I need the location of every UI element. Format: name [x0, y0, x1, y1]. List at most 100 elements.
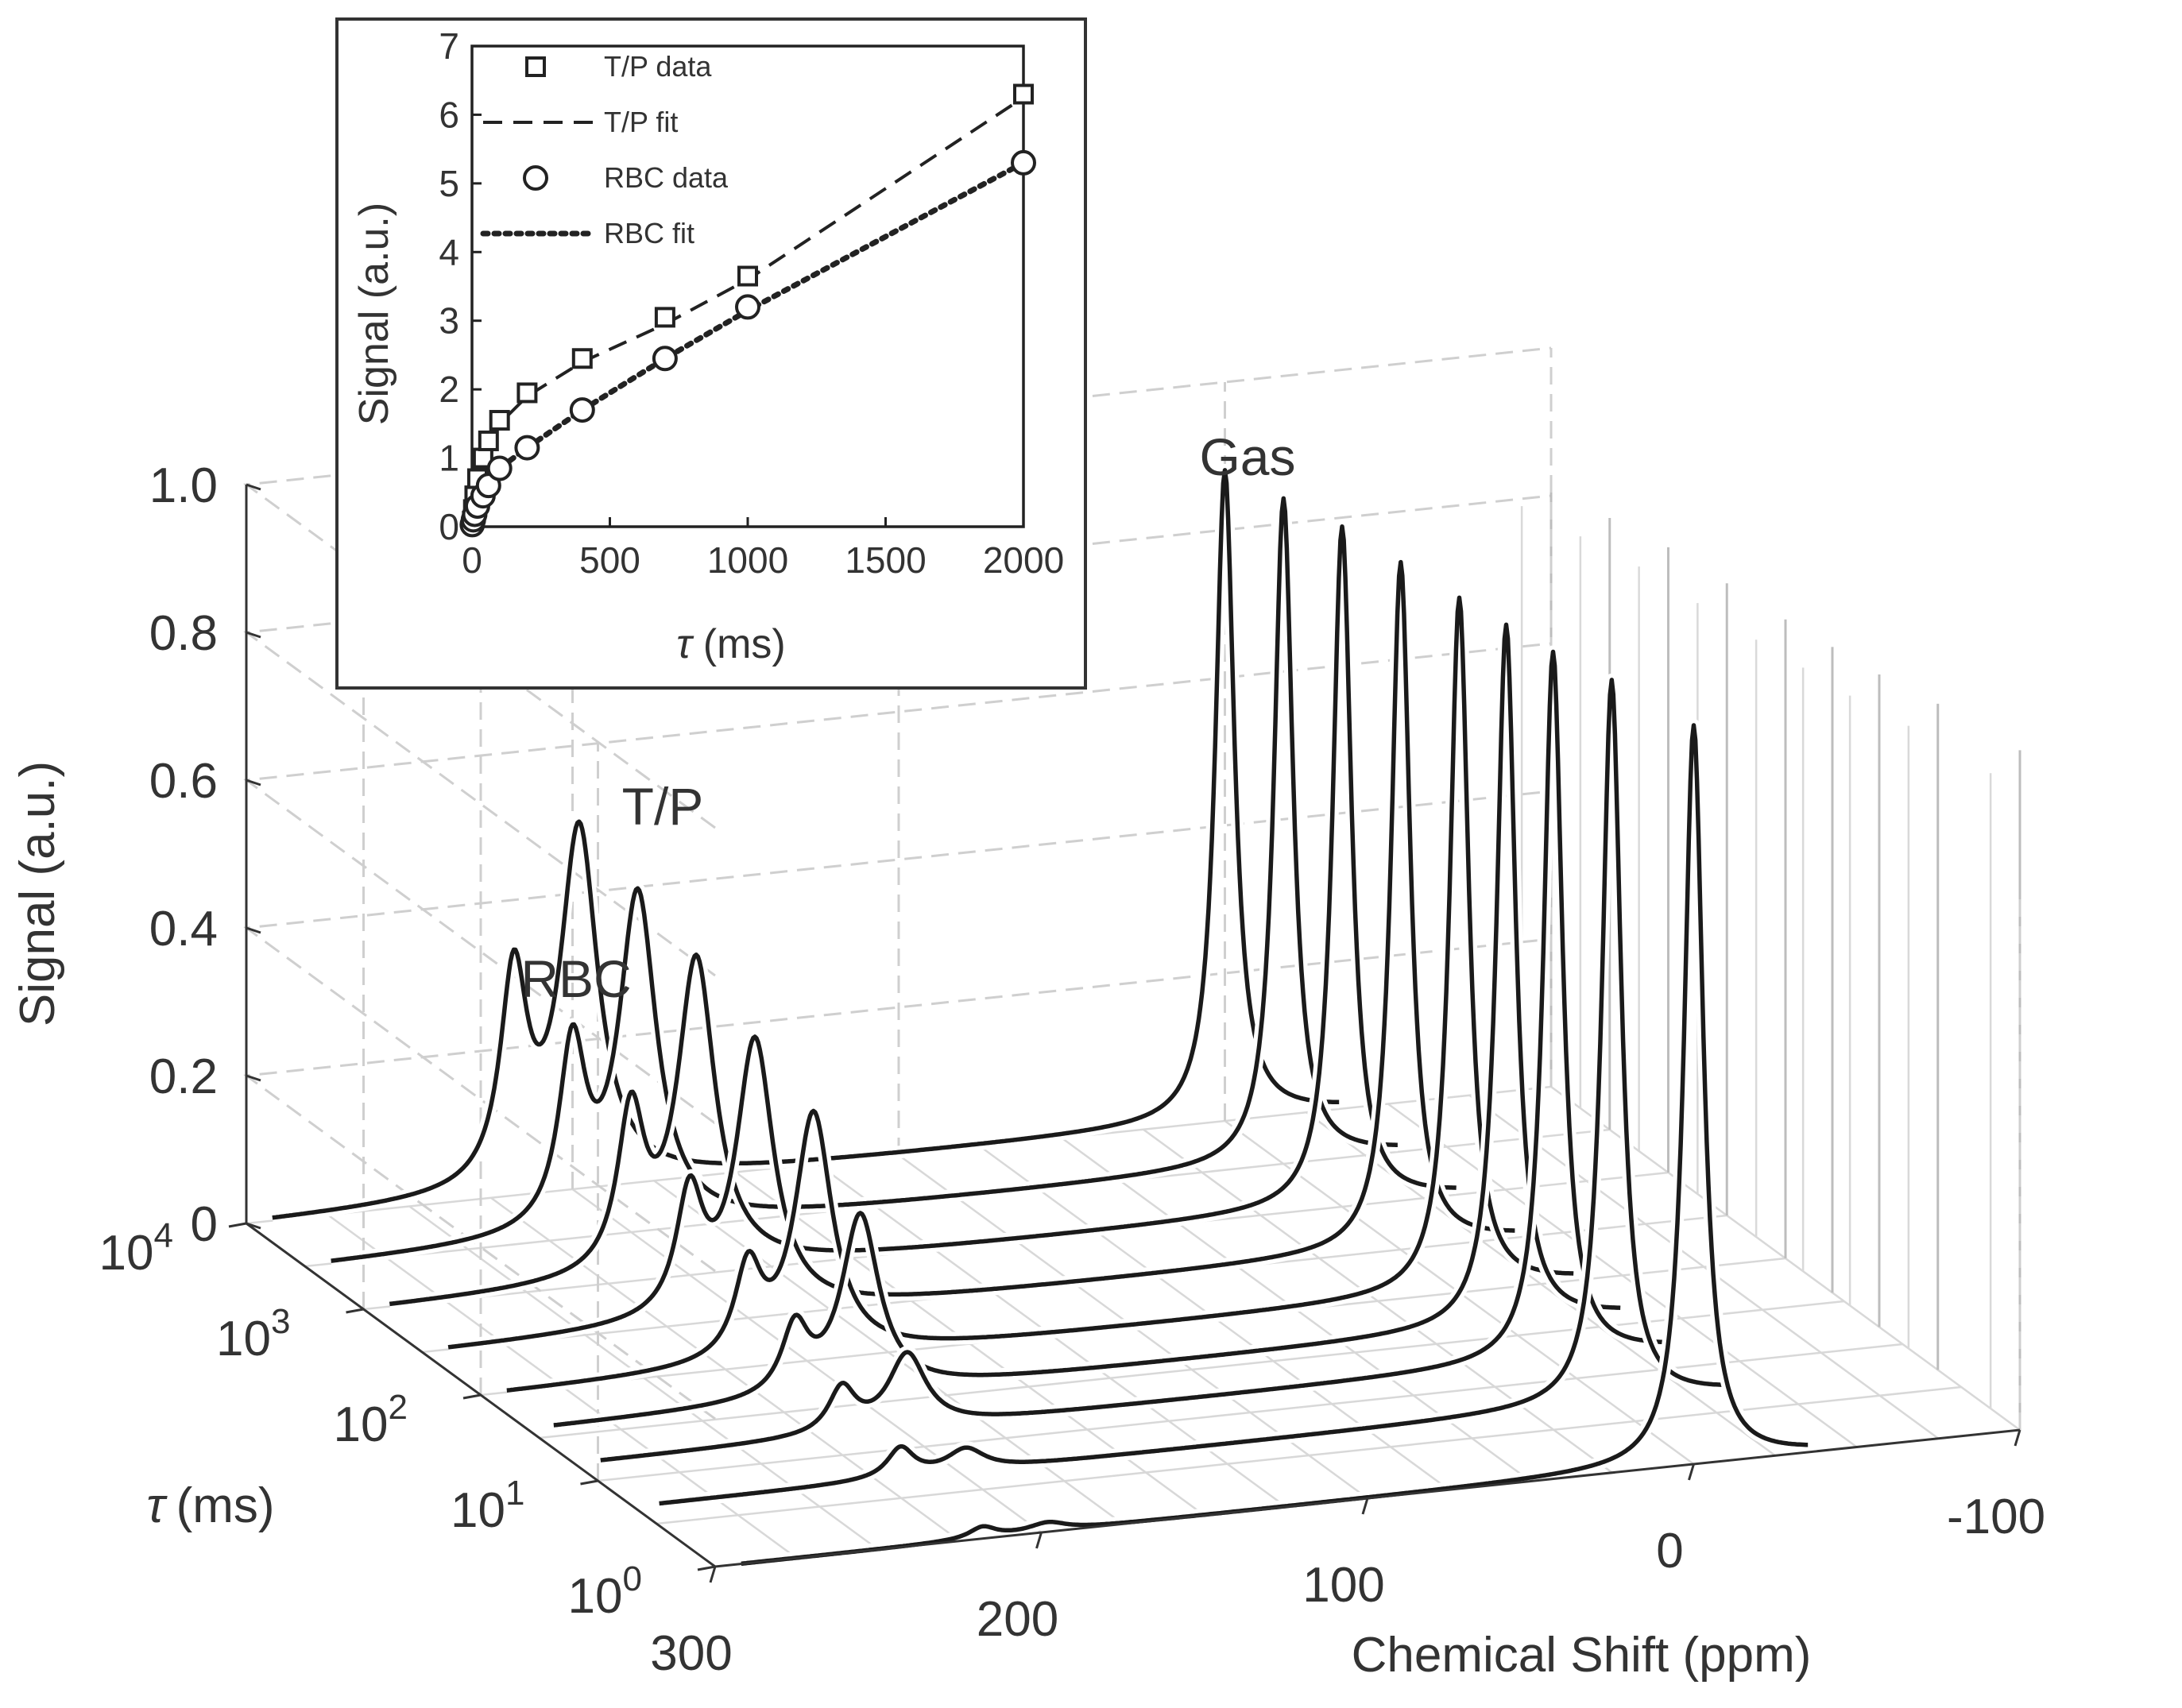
peak-label-gas: Gas [1199, 427, 1295, 486]
x-tick [1361, 1497, 1369, 1515]
x-tick-label: 0 [1656, 1524, 1683, 1579]
inset-frame [335, 17, 1087, 690]
legend-marker [525, 56, 546, 77]
y-tick [462, 1393, 482, 1400]
z-axis-label: Signal (a.u.) [10, 761, 65, 1026]
waterfall-chart: 00.20.40.60.81.03002001000-1001001011021… [10, 346, 2046, 1683]
x-tick-label: 200 [977, 1592, 1058, 1647]
peak-label-rbc: RBC [520, 949, 631, 1008]
tp-data-point [654, 307, 675, 328]
legend-label: RBC fit [604, 217, 694, 249]
y-tick-label: 102 [334, 1388, 408, 1452]
z-tick [246, 1074, 261, 1082]
x-tick-label: 300 [650, 1626, 732, 1681]
z-tick [246, 926, 261, 934]
back-walls [242, 346, 2021, 1481]
y-tick-base: 10 [568, 1569, 623, 1624]
inset-x-tick-label: 2000 [983, 539, 1064, 581]
inset-legend: T/P data T/P fit RBC data RBC fit [480, 50, 729, 249]
tp-data-point [737, 265, 758, 287]
inset-x-tick-label: 1500 [845, 539, 926, 581]
legend-marker [523, 165, 548, 191]
z-tick-label: 0.6 [149, 754, 218, 809]
y-axis-label: τ (ms) [146, 1478, 274, 1533]
floor-grid-line [656, 1385, 1962, 1525]
inset-y-tick-label: 0 [439, 506, 459, 547]
y-tick [346, 1308, 364, 1314]
tp-data-point [516, 382, 538, 404]
rbc-data-point [735, 294, 760, 320]
y-tick-exponent: 3 [271, 1302, 290, 1341]
x-axis-label: Chemical Shift (ppm) [1352, 1628, 1812, 1683]
spectrum-line [447, 559, 1516, 1350]
y-axis-label-symbol: τ [146, 1478, 168, 1533]
inset-y-tick-label: 3 [439, 300, 459, 342]
x-tick [1688, 1463, 1695, 1481]
spectrum-line [553, 622, 1621, 1428]
tp-data-point [571, 348, 593, 369]
x-tick-label: 100 [1302, 1558, 1384, 1613]
y-tick-label: 101 [451, 1474, 524, 1538]
y-tick-base: 10 [99, 1226, 154, 1281]
y-tick-exponent: 4 [154, 1216, 173, 1255]
z-tick-label: 1.0 [149, 458, 218, 513]
x-tick [709, 1566, 717, 1583]
z-tick [246, 1222, 261, 1230]
y-tick-label: 103 [216, 1302, 290, 1366]
inset-y-tick-label: 1 [439, 438, 459, 479]
legend-label: RBC data [604, 161, 729, 194]
inset-y-tick-label: 7 [439, 25, 459, 67]
z-tick-label: 0.4 [149, 902, 218, 956]
y-tick-label: 104 [99, 1216, 173, 1281]
x-tick [1035, 1532, 1043, 1549]
inset-x-tick-label: 500 [579, 539, 640, 581]
inset-y-tick-label: 6 [439, 94, 459, 135]
z-tick-label: 0 [191, 1197, 218, 1252]
inset-x-tick-label: 0 [462, 539, 482, 581]
y-tick [580, 1479, 598, 1486]
y-tick-base: 10 [334, 1397, 389, 1452]
inset-x-axis-label-symbol: τ [676, 621, 694, 667]
y-tick-label: 100 [568, 1559, 642, 1624]
spectrum-line [389, 524, 1457, 1307]
y-axis-label-unit: (ms) [176, 1478, 275, 1533]
inset-x-axis-label-unit: (ms) [703, 621, 786, 667]
y-tick-base: 10 [216, 1312, 271, 1366]
legend-label: T/P data [604, 50, 712, 83]
z-tick [246, 631, 261, 639]
inset-chart: 0 500 1000 1500 2000 0 1 2 3 4 5 6 7 T/P data T/P fit… [335, 17, 1087, 690]
rbc-data-point [486, 455, 513, 481]
rbc-data-point [652, 346, 678, 372]
y-tick [697, 1565, 716, 1571]
z-tick-label: 0.8 [149, 606, 218, 661]
inset-y-tick-label: 4 [439, 231, 459, 272]
x-tick [2014, 1429, 2021, 1447]
tp-data-point [478, 430, 499, 451]
inset-x-tick-label: 1000 [707, 539, 788, 581]
y-tick-base: 10 [451, 1483, 505, 1538]
tp-data-point [1013, 83, 1034, 105]
spectrum-line [330, 496, 1399, 1263]
inset-x-axis-label: τ (ms) [676, 621, 785, 667]
y-tick-exponent: 1 [505, 1474, 524, 1513]
y-tick-exponent: 2 [389, 1388, 408, 1427]
tp-data-point [489, 410, 510, 431]
inset-y-axis-label: Signal (a.u.) [351, 203, 397, 425]
y-tick-exponent: 0 [623, 1559, 642, 1598]
spectrum-line [658, 678, 1727, 1506]
spectra-traces [267, 463, 1813, 1571]
z-tick [246, 483, 261, 491]
floor-grid-line [598, 1343, 1903, 1482]
y-tick [228, 1222, 247, 1228]
spectrum-line [600, 649, 1668, 1463]
x-tick-label: -100 [1947, 1490, 2045, 1544]
rbc-data-point [569, 397, 595, 423]
peak-label-tp: T/P [622, 777, 704, 836]
rbc-data-point [514, 435, 540, 461]
tick-labels: 00.20.40.60.81.03002001000-1001001011021… [99, 458, 2046, 1681]
spectrum-line [506, 595, 1574, 1393]
inset-series [459, 83, 1036, 538]
inset-y-tick-label: 5 [439, 163, 459, 204]
z-tick [246, 779, 261, 786]
